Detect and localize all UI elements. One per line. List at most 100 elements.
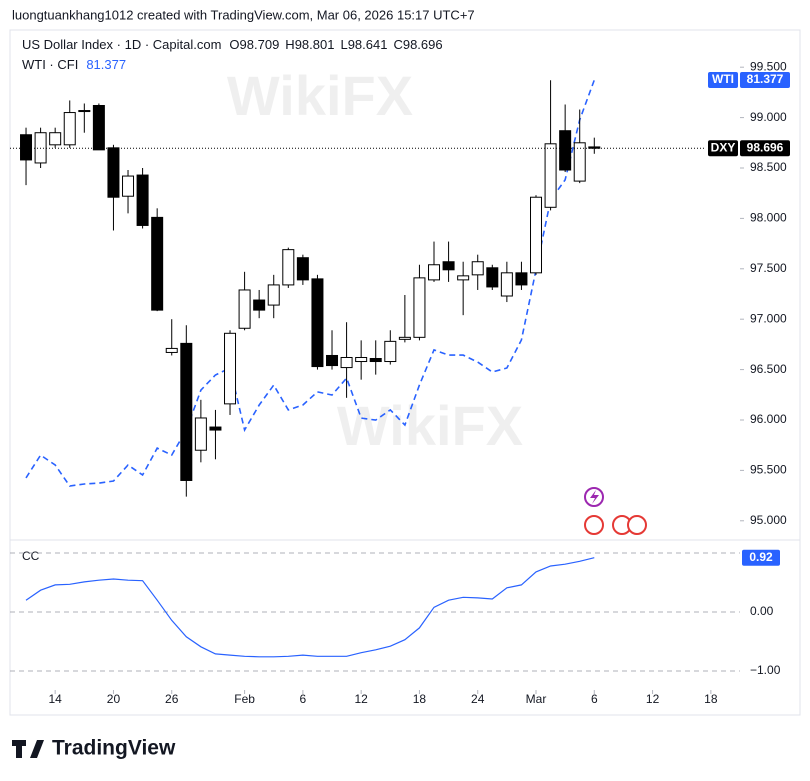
candle-body [442, 261, 455, 271]
cc-line [25, 557, 595, 658]
frame [9, 29, 801, 716]
y-tick-label: −1.00 [750, 663, 781, 677]
legend-close-prefix: C [393, 37, 402, 52]
legend-low: 98.641 [348, 37, 388, 52]
candle-body [92, 104, 105, 151]
candle-body [122, 175, 135, 197]
event-icon [584, 515, 604, 535]
x-tick-label: 12 [646, 692, 660, 706]
x-tick-label: 18 [413, 692, 427, 706]
x-tick-label: 18 [704, 692, 718, 706]
candle-body [398, 336, 411, 340]
candle-body [326, 354, 339, 367]
candle-body [238, 289, 251, 329]
candle-body [20, 134, 33, 161]
candle-body [340, 356, 353, 369]
candle-body [180, 342, 193, 481]
legend-title: US Dollar Index · 1D · Capital.com O98.70… [22, 37, 443, 52]
event-icon [627, 515, 647, 535]
candle-body [428, 264, 441, 281]
x-tick-label: 12 [354, 692, 368, 706]
event-icon-bolt [590, 490, 599, 504]
footer-text: TradingView [52, 737, 176, 760]
y-tick-label: 0.00 [750, 604, 774, 618]
candle-body [78, 110, 91, 113]
legend-title-text: US Dollar Index · 1D · Capital.com [22, 37, 221, 52]
watermark: WikiFX [337, 394, 523, 457]
candle-body [413, 277, 426, 338]
candle-body [311, 278, 324, 368]
candle-body [573, 142, 586, 182]
y-tick-label: 97.500 [750, 261, 787, 275]
legend-wti-name: WTI · CFI [22, 57, 78, 72]
legend-high: 98.801 [295, 37, 335, 52]
price-tag-bg [740, 71, 790, 88]
candle-body [151, 216, 164, 311]
candle-body [209, 426, 222, 431]
y-tick-label: 99.500 [750, 59, 787, 73]
candle-body [296, 257, 309, 281]
candle-body [107, 147, 120, 198]
candle-body [471, 261, 484, 276]
x-tick-label: 6 [300, 692, 307, 706]
y-tick-label: 98.500 [750, 160, 787, 174]
candle-body [515, 272, 528, 286]
x-tick-label: Feb [234, 692, 255, 706]
price-tag-value: 81.377 [747, 72, 784, 86]
legend-high-prefix: H [285, 37, 294, 52]
pane-title: CC [22, 549, 40, 563]
price-tag-bg [708, 140, 738, 157]
header: luongtuankhang1012 created with TradingV… [12, 7, 475, 22]
candle-body [165, 347, 178, 353]
footer-logo: TradingView [12, 737, 176, 760]
legend-low-prefix: L [340, 37, 347, 52]
value-tag: 0.92 [749, 550, 773, 564]
legend-open: 98.709 [240, 37, 280, 52]
legend-open-prefix: O [229, 37, 239, 52]
y-tick-label: 99.000 [750, 110, 787, 124]
candle-body [253, 299, 266, 311]
price-tag-name: WTI [712, 72, 734, 86]
candle-body [530, 196, 543, 274]
wti-line [25, 79, 596, 487]
x-tick-label: 24 [471, 692, 485, 706]
candle-body [559, 130, 572, 171]
legend-close: 98.696 [403, 37, 443, 52]
candle-body [369, 358, 382, 363]
candle-body [355, 356, 368, 363]
candle-body [282, 249, 295, 286]
y-tick-label: 95.500 [750, 463, 787, 477]
legend-wti: WTI · CFI 81.377 [22, 57, 126, 72]
candle-body [457, 275, 470, 281]
candle-body [588, 146, 601, 149]
candle-body [544, 143, 557, 208]
watermark: WikiFX [227, 64, 413, 127]
x-tick-label: Mar [526, 692, 547, 706]
y-tick-label: 96.000 [750, 412, 787, 426]
y-tick-label: 96.500 [750, 362, 787, 376]
value-tag-bg [742, 549, 780, 566]
candle-body [63, 112, 76, 146]
y-tick-label: 98.000 [750, 211, 787, 225]
candle-body [267, 284, 280, 306]
x-tick-label: 14 [48, 692, 62, 706]
price-tag-value: 98.696 [747, 140, 784, 154]
price-tag-bg [708, 71, 738, 88]
x-tick-label: 6 [591, 692, 598, 706]
candle-body [136, 174, 149, 226]
candle-body [384, 340, 397, 363]
flag-icons [584, 515, 647, 535]
x-tick-label: 20 [107, 692, 121, 706]
candle-body [486, 267, 499, 288]
legend-wti-value: 81.377 [86, 57, 126, 72]
logo-mark [12, 740, 44, 758]
candle-body [224, 332, 237, 405]
price-tag-bg [740, 140, 790, 157]
candle-body [194, 417, 207, 451]
y-tick-label: 97.000 [750, 311, 787, 325]
x-tick-label: 26 [165, 692, 179, 706]
candle-body [500, 272, 513, 297]
y-tick-label: 95.000 [750, 513, 787, 527]
